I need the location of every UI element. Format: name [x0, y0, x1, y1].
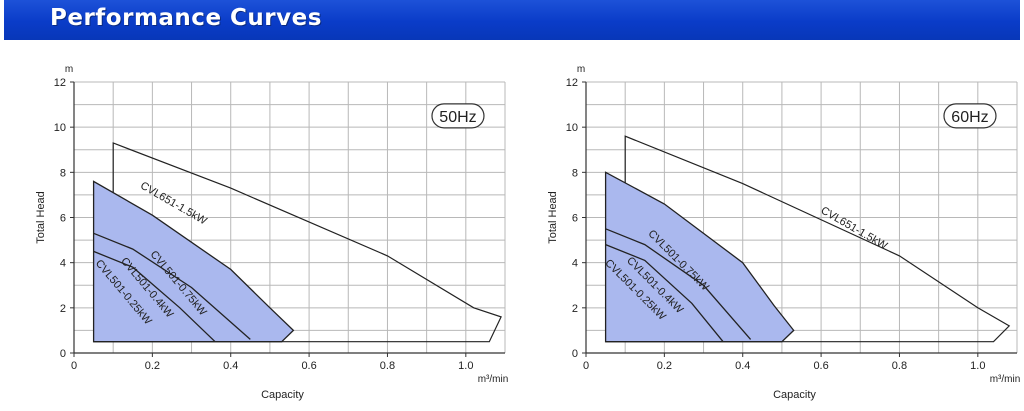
chart1-x-tick-label: 0.8 [380, 360, 395, 372]
chart2-y-unit: m [577, 64, 585, 75]
chart1-y-tick-label: 10 [54, 122, 66, 134]
chart1-y-tick-label: 2 [60, 303, 66, 315]
chart1-x-axis-title: Capacity [261, 389, 304, 401]
chart1-x-tick-label: 1.0 [458, 360, 473, 372]
chart1-y-tick-label: 12 [54, 77, 66, 89]
chart1-x-tick-label: 0.2 [145, 360, 160, 372]
chart2-y-tick-label: 12 [566, 77, 578, 89]
chart2-x-axis-title: Capacity [773, 389, 816, 401]
chart2-x-tick-label: 0 [583, 360, 589, 372]
page-title: Performance Curves [50, 5, 322, 31]
chart2-x-tick-label: 0.4 [735, 360, 750, 372]
chart1-x-tick-label: 0 [71, 360, 77, 372]
chart2-x-unit: m³/min [990, 374, 1021, 385]
chart1-series-cvl501-0-25kw [93, 250, 216, 343]
chart1-y-unit: m [65, 64, 73, 75]
chart2-frequency-label: 60Hz [951, 109, 988, 126]
chart1-series-cvl501-0-4kw [93, 232, 251, 340]
chart1-y-axis-title: Total Head [35, 191, 47, 244]
chart2-series-cvl501-0-4kw [605, 228, 752, 340]
chart1-y-tick-label: 8 [60, 167, 66, 179]
chart1-x-tick-label: 0.6 [301, 360, 316, 372]
chart2-y-tick-label: 0 [572, 348, 578, 360]
chart2-x-tick-label: 0.8 [892, 360, 907, 372]
chart2-y-tick-label: 2 [572, 303, 578, 315]
chart1-y-tick-label: 0 [60, 348, 66, 360]
chart2-y-tick-label: 10 [566, 122, 578, 134]
chart2-y-tick-label: 6 [572, 213, 578, 225]
chart1-y-tick-label: 6 [60, 213, 66, 225]
chart2-series-cvl651-1-5kw-label: CVL651-1.5kW [819, 205, 890, 253]
chart1-frequency-label: 50Hz [439, 109, 476, 126]
chart2-series-cvl501-0-75kw [604, 171, 795, 343]
chart2-x-tick-label: 0.2 [657, 360, 672, 372]
chart2-x-tick-label: 1.0 [970, 360, 985, 372]
chart1-frequency-badge [431, 103, 485, 129]
chart2-frequency-badge [943, 103, 997, 129]
header-banner: Performance Curves [4, 0, 1020, 40]
chart2-x-tick-label: 0.6 [813, 360, 828, 372]
chart2-series-cvl501-0-25kw [605, 243, 724, 343]
chart1-x-tick-label: 0.4 [223, 360, 238, 372]
chart1-x-unit: m³/min [478, 374, 509, 385]
chart2-y-tick-label: 4 [572, 258, 578, 270]
chart1-y-tick-label: 4 [60, 258, 66, 270]
chart2-y-tick-label: 8 [572, 167, 578, 179]
chart2-y-axis-title: Total Head [547, 191, 559, 244]
chart1-series-cvl501-0-75kw [92, 180, 295, 343]
